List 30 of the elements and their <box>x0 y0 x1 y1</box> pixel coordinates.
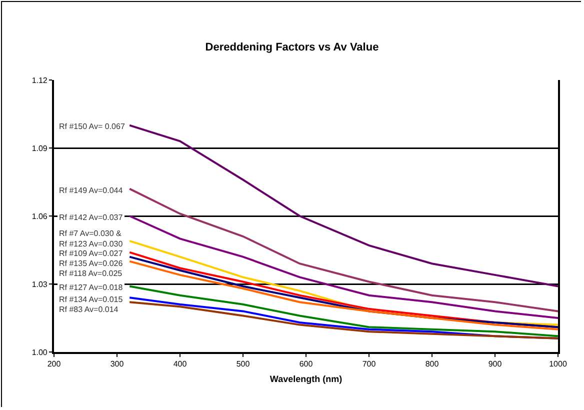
series-label: Rf #134 Av=0.015 <box>59 295 124 304</box>
series-label: Rf #135 Av=0.026 <box>59 259 124 268</box>
series-label: Rf #149 Av=0.044 <box>59 186 124 195</box>
series-label: Rf #83 Av=0.014 <box>59 305 119 314</box>
x-axis-title: Wavelength (nm) <box>270 374 342 384</box>
y-tick-label: 1.09 <box>32 144 48 153</box>
line-series <box>128 285 558 338</box>
y-tick-label: 1.00 <box>32 348 48 357</box>
series-label: Rf #7 Av=0.030 & Rf #123 Av=0.030 <box>59 229 124 248</box>
series-label: Rf #127 Av=0.018 <box>59 283 124 292</box>
y-tick-label: 1.12 <box>32 76 48 85</box>
x-tick-label: 700 <box>362 360 376 369</box>
y-tick-label: 1.03 <box>32 280 48 289</box>
chart-title: Dereddening Factors vs Av Value <box>205 42 379 54</box>
x-tick-label: 400 <box>173 360 188 369</box>
line-series <box>128 188 558 312</box>
x-tick-label: 800 <box>425 360 440 369</box>
series-label: Rf #109 Av=0.027 <box>59 249 124 258</box>
line-series <box>128 215 558 319</box>
series-label: Rf #142 Av=0.037 <box>59 213 124 222</box>
x-tick-label: 300 <box>110 360 124 369</box>
x-tick-label: 200 <box>47 360 62 369</box>
x-tick-label: 500 <box>236 360 250 369</box>
x-tick-label: 1000 <box>549 360 568 369</box>
line-series <box>128 124 558 288</box>
series-label: Rf #118 Av=0.025 <box>59 269 123 278</box>
y-tick-label: 1.06 <box>32 212 48 221</box>
x-tick-label: 600 <box>299 360 314 369</box>
series-label: Rf #150 Av= 0.067 <box>59 122 126 131</box>
x-tick-label: 900 <box>488 360 502 369</box>
